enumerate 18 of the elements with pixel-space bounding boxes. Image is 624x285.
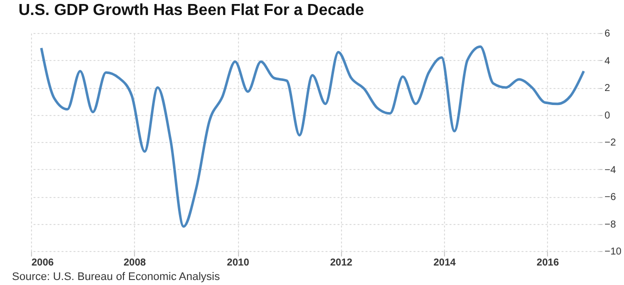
y-tick-label: −4 <box>604 164 616 176</box>
x-tick-label: 2010 <box>226 258 250 268</box>
x-tick-label: 2014 <box>433 258 456 268</box>
y-tick-label: −10 <box>604 246 622 258</box>
x-tick-label: 2006 <box>32 258 54 268</box>
x-tick-label: 2012 <box>330 258 353 268</box>
source-note: Source: U.S. Bureau of Economic Analysis <box>12 271 220 283</box>
y-tick-label: −6 <box>604 192 616 203</box>
y-tick-label: 4 <box>604 56 610 67</box>
y-tick-label: 2 <box>604 83 610 94</box>
line-series <box>40 45 585 228</box>
y-tick-label: −2 <box>604 138 616 148</box>
y-tick-label: 6 <box>604 28 610 40</box>
y-tick-label: −8 <box>604 219 616 230</box>
chart-title: U.S. GDP Growth Has Been Flat For a Decade <box>18 2 364 19</box>
x-tick-label: 2016 <box>536 258 560 268</box>
x-tick-label: 2008 <box>124 258 146 268</box>
y-tick-label: 0 <box>604 110 610 122</box>
